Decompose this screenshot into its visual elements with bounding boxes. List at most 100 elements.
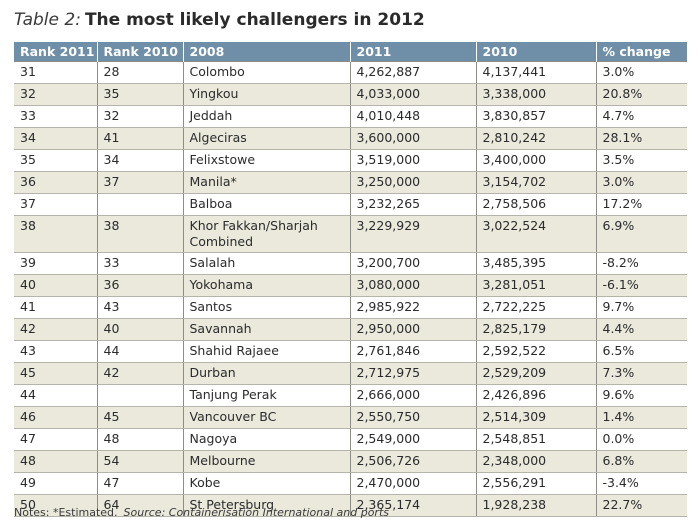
cell-rank-2010: 42 [97, 362, 184, 385]
column-header-rank-2011: Rank 2011 [14, 42, 98, 62]
cell-teu-2010: 3,485,395 [476, 252, 597, 275]
table-row: 44 Tanjung Perak 2,666,000 2,426,896 9.6% [14, 384, 687, 407]
cell-teu-2010: 2,592,522 [476, 340, 597, 363]
table-row: 47 48 Nagoya 2,549,000 2,548,851 0.0% [14, 428, 687, 451]
table-row: 40 36 Yokohama 3,080,000 3,281,051 -6.1% [14, 274, 687, 297]
cell-rank-2011: 50 [14, 494, 98, 517]
cell-rank-2010: 35 [97, 83, 184, 106]
cell-rank-2010: 54 [97, 450, 184, 473]
cell-port: Yokohama [183, 274, 351, 297]
cell-teu-2011: 3,250,000 [350, 171, 477, 194]
cell-change: -6.1% [596, 274, 687, 297]
cell-teu-2011: 2,712,975 [350, 362, 477, 385]
cell-teu-2010: 2,722,225 [476, 296, 597, 319]
cell-teu-2010: 2,556,291 [476, 472, 597, 495]
header-row: Rank 2011 Rank 2010 2008 2011 2010 % cha… [14, 42, 687, 62]
cell-rank-2010: 41 [97, 127, 184, 150]
challengers-table: Rank 2011 Rank 2010 2008 2011 2010 % cha… [14, 42, 687, 517]
cell-teu-2011: 2,950,000 [350, 318, 477, 341]
cell-port: Santos [183, 296, 351, 319]
cell-rank-2010: 32 [97, 105, 184, 128]
cell-teu-2010: 2,529,209 [476, 362, 597, 385]
cell-change: 17.2% [596, 193, 687, 216]
cell-teu-2010: 3,830,857 [476, 105, 597, 128]
cell-teu-2011: 3,232,265 [350, 193, 477, 216]
cell-rank-2010 [97, 384, 184, 407]
cell-rank-2010: 64 [97, 494, 184, 517]
table-row: 50 64 St Petersburg 2,365,174 1,928,238 22.7% [14, 494, 687, 517]
cell-teu-2010: 2,348,000 [476, 450, 597, 473]
cell-rank-2010: 48 [97, 428, 184, 451]
notes-text: Notes: *Estimated. [14, 506, 118, 519]
cell-rank-2011: 38 [14, 215, 98, 253]
cell-teu-2011: 4,033,000 [350, 83, 477, 106]
cell-port: Yingkou [183, 83, 351, 106]
cell-teu-2010: 2,825,179 [476, 318, 597, 341]
cell-change: 3.5% [596, 149, 687, 172]
cell-change: 4.4% [596, 318, 687, 341]
cell-rank-2010: 45 [97, 406, 184, 429]
cell-port: Vancouver BC [183, 406, 351, 429]
cell-teu-2011: 2,550,750 [350, 406, 477, 429]
cell-rank-2011: 43 [14, 340, 98, 363]
column-header-2011: 2011 [350, 42, 477, 62]
cell-rank-2010: 38 [97, 215, 184, 253]
cell-rank-2010: 40 [97, 318, 184, 341]
cell-port: Melbourne [183, 450, 351, 473]
cell-change: 4.7% [596, 105, 687, 128]
cell-rank-2010: 36 [97, 274, 184, 297]
cell-port: Tanjung Perak [183, 384, 351, 407]
cell-teu-2010: 1,928,238 [476, 494, 597, 517]
cell-change: 20.8% [596, 83, 687, 106]
cell-rank-2010: 37 [97, 171, 184, 194]
table-row: 38 38 Khor Fakkan/Sharjah Combined 3,229,92… [14, 215, 687, 253]
column-header-rank-2010: Rank 2010 [97, 42, 184, 62]
table-row: 41 43 Santos 2,985,922 2,722,225 9.7% [14, 296, 687, 319]
cell-rank-2011: 41 [14, 296, 98, 319]
cell-teu-2011: 2,470,000 [350, 472, 477, 495]
cell-change: 6.9% [596, 215, 687, 253]
cell-rank-2011: 32 [14, 83, 98, 106]
cell-port: Felixstowe [183, 149, 351, 172]
cell-teu-2010: 2,758,506 [476, 193, 597, 216]
cell-rank-2010: 44 [97, 340, 184, 363]
table-title: Table 2: The most likely challengers in 2… [14, 8, 425, 32]
cell-port: Manila* [183, 171, 351, 194]
table-row: 46 45 Vancouver BC 2,550,750 2,514,309 1.4% [14, 406, 687, 429]
cell-teu-2011: 2,506,726 [350, 450, 477, 473]
cell-teu-2010: 3,154,702 [476, 171, 597, 194]
cell-change: 28.1% [596, 127, 687, 150]
cell-rank-2011: 44 [14, 384, 98, 407]
cell-rank-2011: 48 [14, 450, 98, 473]
table-row: 36 37 Manila* 3,250,000 3,154,702 3.0% [14, 171, 687, 194]
cell-change: -8.2% [596, 252, 687, 275]
cell-rank-2010: 47 [97, 472, 184, 495]
table-number-label: Table 2: [14, 10, 81, 30]
cell-teu-2010: 3,400,000 [476, 149, 597, 172]
cell-rank-2011: 35 [14, 149, 98, 172]
cell-change: 7.3% [596, 362, 687, 385]
table-row: 48 54 Melbourne 2,506,726 2,348,000 6.8% [14, 450, 687, 473]
table-row: 31 28 Colombo 4,262,887 4,137,441 3.0% [14, 61, 687, 84]
cell-change: 3.0% [596, 61, 687, 84]
cell-rank-2011: 33 [14, 105, 98, 128]
cell-rank-2010: 28 [97, 61, 184, 84]
cell-teu-2011: 2,761,846 [350, 340, 477, 363]
cell-port: Shahid Rajaee [183, 340, 351, 363]
cell-port: Savannah [183, 318, 351, 341]
cell-rank-2011: 46 [14, 406, 98, 429]
cell-teu-2010: 2,810,242 [476, 127, 597, 150]
cell-teu-2010: 2,548,851 [476, 428, 597, 451]
cell-rank-2010: 33 [97, 252, 184, 275]
column-header-2010: 2010 [476, 42, 597, 62]
cell-rank-2010: 43 [97, 296, 184, 319]
cell-port: Durban [183, 362, 351, 385]
cell-change: 3.0% [596, 171, 687, 194]
cell-port: Kobe [183, 472, 351, 495]
cell-rank-2010: 34 [97, 149, 184, 172]
cell-rank-2011: 45 [14, 362, 98, 385]
cell-teu-2011: 2,365,174 [350, 494, 477, 517]
table-row: 43 44 Shahid Rajaee 2,761,846 2,592,522 6.5% [14, 340, 687, 363]
table-notes: Notes: *Estimated. Source: Containerisati… [14, 506, 389, 519]
cell-port: Nagoya [183, 428, 351, 451]
